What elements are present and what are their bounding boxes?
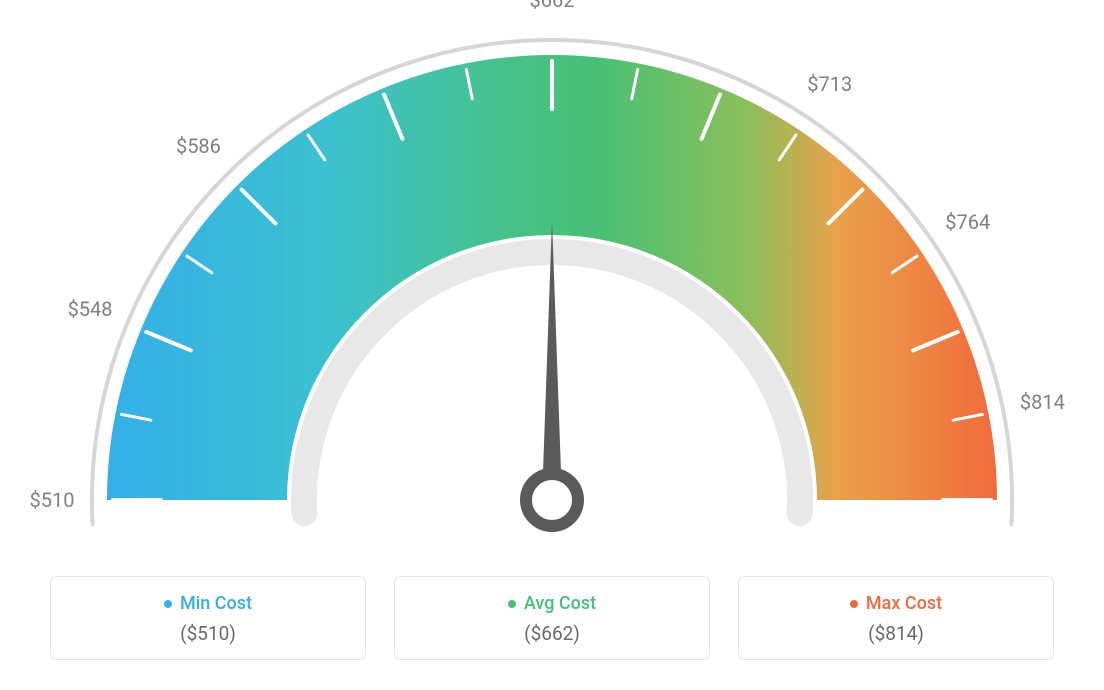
legend-card-min: Min Cost ($510) <box>50 576 366 661</box>
legend-value-min: ($510) <box>61 622 355 645</box>
legend-label-avg: Avg Cost <box>524 593 596 614</box>
legend-value-max: ($814) <box>749 622 1043 645</box>
gauge-tick-label: $713 <box>807 72 852 96</box>
legend-dot-max <box>850 600 858 608</box>
legend-label-min: Min Cost <box>180 593 252 614</box>
legend-card-max: Max Cost ($814) <box>738 576 1054 661</box>
gauge-tick-label: $548 <box>68 297 113 321</box>
legend-row: Min Cost ($510) Avg Cost ($662) Max Cost… <box>50 576 1054 661</box>
gauge-tick-label: $662 <box>530 0 575 12</box>
legend-label-max: Max Cost <box>866 593 942 614</box>
legend-value-avg: ($662) <box>405 622 699 645</box>
gauge-tick-label: $586 <box>176 134 221 158</box>
legend-card-avg: Avg Cost ($662) <box>394 576 710 661</box>
gauge-tick-label: $814 <box>1020 390 1065 414</box>
legend-dot-min <box>164 600 172 608</box>
legend-dot-avg <box>508 600 516 608</box>
gauge-tick-label: $764 <box>945 210 990 234</box>
gauge-needle-hub <box>526 474 578 526</box>
gauge-tick-label: $510 <box>30 488 75 512</box>
gauge-chart: $510 $548 $586 $662 $713 $764 $814 <box>0 0 1104 560</box>
gauge-svg <box>0 0 1104 560</box>
